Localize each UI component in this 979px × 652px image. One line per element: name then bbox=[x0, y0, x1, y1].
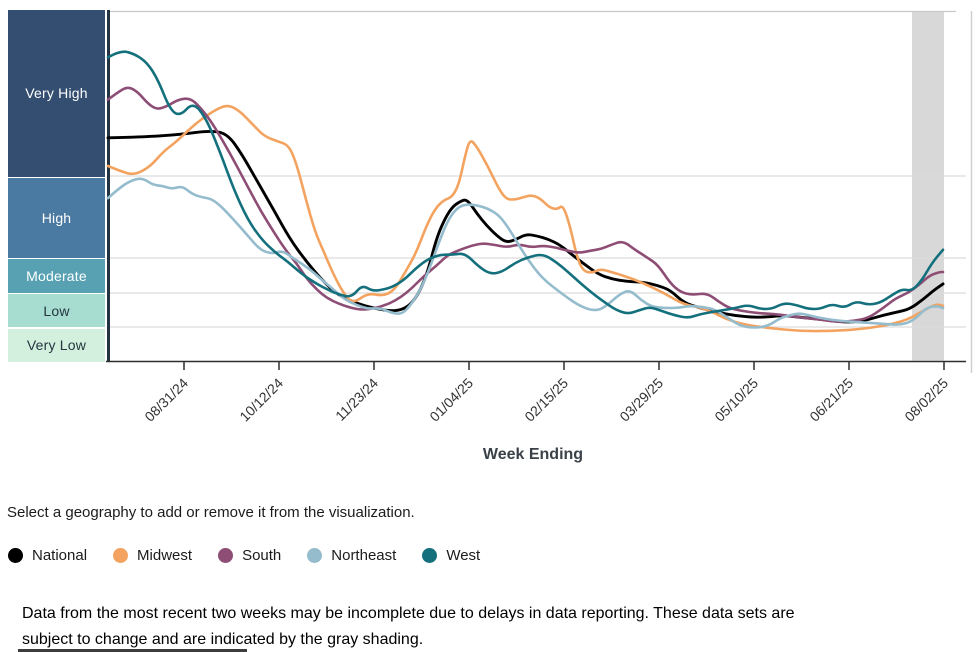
series-line-south bbox=[106, 86, 945, 323]
x-tick-label-5: 03/29/25 bbox=[616, 375, 666, 425]
x-axis-title: Week Ending bbox=[483, 446, 583, 463]
x-tick-label-2: 11/23/24 bbox=[332, 375, 381, 424]
legend-label: Northeast bbox=[331, 547, 397, 564]
band-very-high: Very High bbox=[8, 10, 105, 177]
x-tick-label-4: 02/15/25 bbox=[521, 375, 571, 425]
x-tick-label-6: 05/10/25 bbox=[711, 375, 761, 425]
x-tick-label-8: 08/02/25 bbox=[901, 375, 951, 425]
cutoff-element bbox=[18, 649, 247, 652]
legend-item-midwest[interactable]: Midwest bbox=[113, 547, 192, 564]
band-label: Low bbox=[43, 302, 70, 319]
band-label: Moderate bbox=[26, 267, 87, 284]
band-moderate: Moderate bbox=[8, 259, 105, 293]
legend-label: National bbox=[32, 547, 88, 564]
band-very-low: Very Low bbox=[8, 328, 105, 362]
band-low: Low bbox=[8, 294, 105, 327]
series-line-northeast bbox=[106, 177, 945, 329]
legend-swatch-northeast bbox=[307, 548, 323, 563]
legend-label: South bbox=[242, 547, 282, 564]
x-tick-label-7: 06/21/25 bbox=[806, 375, 856, 425]
geography-legend: National Midwest South Northeast West bbox=[8, 547, 480, 564]
legend-item-national[interactable]: National bbox=[8, 547, 87, 564]
legend-swatch-south bbox=[218, 548, 234, 563]
y-axis-band-panel: Very High High Moderate Low Very Low bbox=[8, 0, 105, 362]
x-tick-label-1: 10/12/24 bbox=[236, 375, 286, 425]
legend-swatch-national bbox=[8, 548, 23, 563]
x-tick-label-3: 01/04/25 bbox=[426, 375, 476, 425]
legend-label: Midwest bbox=[137, 547, 193, 564]
band-label: High bbox=[41, 209, 72, 226]
footnote-line-2: subject to change and are indicated by t… bbox=[22, 631, 424, 648]
band-high: High bbox=[8, 177, 105, 258]
legend-item-northeast[interactable]: Northeast bbox=[307, 547, 396, 564]
footnote-line-1: Data from the most recent two weeks may … bbox=[22, 605, 795, 622]
series-line-midwest bbox=[106, 104, 945, 333]
legend-swatch-midwest bbox=[113, 548, 129, 563]
series-line-west bbox=[106, 50, 945, 319]
footnote-text: Data from the most recent two weeks may … bbox=[22, 601, 952, 652]
select-geography-prompt: Select a geography to add or remove it f… bbox=[7, 504, 415, 521]
chart-canvas: 08/31/24 10/12/24 11/23/24 01/04/25 02/15/25… bbox=[106, 10, 973, 463]
legend-item-west[interactable]: West bbox=[422, 547, 480, 564]
band-label: Very High bbox=[25, 85, 88, 102]
legend-label: West bbox=[446, 547, 481, 564]
band-label: Very Low bbox=[26, 337, 87, 353]
x-tick-label-0: 08/31/24 bbox=[141, 375, 191, 425]
legend-swatch-west bbox=[422, 548, 438, 563]
legend-item-south[interactable]: South bbox=[218, 547, 281, 564]
